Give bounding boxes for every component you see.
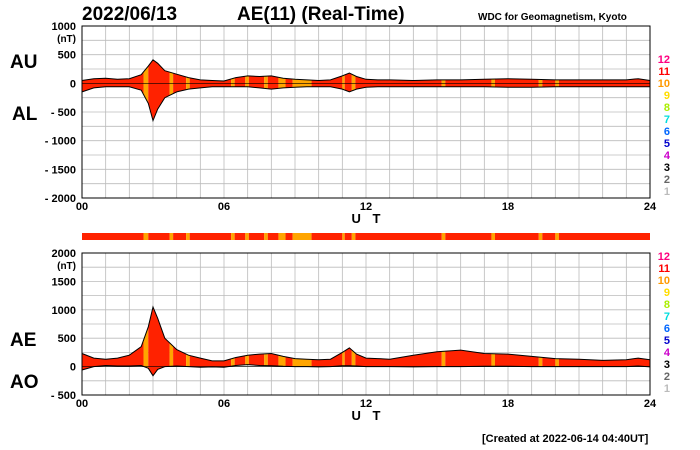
- ae-ao-activity-fill: [143, 307, 149, 376]
- legend-level-10: 10: [657, 78, 670, 90]
- activity-status-segment: [285, 233, 293, 240]
- activity-status-segment: [234, 233, 246, 240]
- ae-ao-ytick-label: 2000: [52, 248, 76, 260]
- ae-ao-ytick-label: 1000: [52, 305, 76, 317]
- activity-status-segment: [248, 233, 265, 240]
- legend-level-3: 3: [663, 359, 670, 371]
- activity-status-segment: [278, 233, 286, 240]
- activity-status-segment: [441, 233, 446, 240]
- legend-level-2: 2: [663, 371, 670, 383]
- legend-level-3: 3: [663, 162, 670, 174]
- legend-level-9: 9: [663, 287, 670, 299]
- series-line-al: [81, 86, 650, 123]
- au-al-ytick-label: 1000: [52, 21, 76, 33]
- legend-level-7: 7: [663, 114, 670, 126]
- series-line-au: [81, 59, 651, 82]
- data-source: WDC for Geomagnetism, Kyoto: [478, 12, 627, 23]
- legend-level-12: 12: [657, 251, 670, 263]
- activity-status-segment: [344, 233, 352, 240]
- ae-ao-xaxis-label: U T: [352, 408, 385, 423]
- ae-ao-ytick-label: - 500: [51, 390, 76, 402]
- ae-label: AE: [10, 330, 37, 351]
- au-al-ytick-label: - 2000: [45, 193, 76, 205]
- activity-status-segment: [445, 233, 492, 240]
- legend-level-1: 1: [663, 383, 670, 395]
- activity-status-segment: [538, 233, 543, 240]
- ae-ao-unit-label: (nT): [57, 261, 76, 272]
- au-al-ytick-label: - 1500: [45, 164, 76, 176]
- ae-ao-ytick-label: 1500: [52, 276, 76, 288]
- au-label: AU: [10, 52, 38, 73]
- ao-label: AO: [10, 372, 39, 393]
- activity-status-segment: [355, 233, 442, 240]
- ae-ao-xtick-label: 12: [360, 398, 372, 410]
- activity-status-segment: [292, 233, 312, 240]
- au-al-xtick-label: 18: [502, 201, 514, 213]
- au-al-unit-label: (nT): [57, 34, 76, 45]
- activity-status-segment: [351, 233, 356, 240]
- au-al-activity-fill: [344, 59, 352, 121]
- activity-status-segment: [148, 233, 170, 240]
- activity-status-segment: [245, 233, 249, 240]
- activity-status-segment: [558, 233, 650, 240]
- activity-status-segment: [491, 233, 495, 240]
- au-al-ytick-label: 500: [58, 50, 76, 62]
- chart-title: AE(11) (Real-Time): [237, 4, 405, 25]
- activity-status-segment: [231, 233, 235, 240]
- activity-status-segment: [186, 233, 190, 240]
- legend-level-6: 6: [663, 323, 670, 335]
- au-al-activity-fill: [169, 59, 174, 121]
- legend-level-4: 4: [663, 150, 670, 162]
- legend-level-5: 5: [663, 138, 670, 150]
- ae-ao-ytick-label: 500: [58, 333, 76, 345]
- au-al-xtick-label: 06: [218, 201, 230, 213]
- au-al-xtick-label: 00: [76, 201, 88, 213]
- ae-ao-xtick-label: 06: [218, 398, 230, 410]
- au-al-xtick-label: 24: [644, 201, 657, 213]
- activity-status-segment: [494, 233, 539, 240]
- legend-level-7: 7: [663, 311, 670, 323]
- ae-ao-xtick-label: 00: [76, 398, 88, 410]
- activity-status-segment: [342, 233, 345, 240]
- activity-status-segment: [264, 233, 268, 240]
- au-al-xaxis-label: U T: [352, 211, 385, 226]
- ae-ao-xtick-label: 18: [502, 398, 514, 410]
- au-al-xtick-label: 12: [360, 201, 372, 213]
- ae-ao-xtick-label: 24: [644, 398, 657, 410]
- legend-level-12: 12: [657, 54, 670, 66]
- au-al-ytick-label: 0: [70, 78, 76, 90]
- activity-status-segment: [169, 233, 174, 240]
- au-al-activity-fill: [143, 59, 149, 121]
- legend-level-8: 8: [663, 299, 670, 311]
- ae-ao-plot-frame: [81, 252, 651, 396]
- legend-level-2: 2: [663, 174, 670, 186]
- au-al-ytick-label: - 1000: [45, 136, 76, 148]
- activity-status-segment: [267, 233, 279, 240]
- legend-level-1: 1: [663, 186, 670, 198]
- legend-level-10: 10: [657, 275, 670, 287]
- activity-status-segment: [311, 233, 343, 240]
- created-timestamp: [Created at 2022-06-14 04:40UT]: [482, 433, 649, 445]
- legend-level-6: 6: [663, 126, 670, 138]
- activity-status-segment: [82, 233, 144, 240]
- al-label: AL: [12, 104, 38, 125]
- au-al-ytick-label: - 500: [51, 107, 76, 119]
- legend-level-8: 8: [663, 102, 670, 114]
- legend-level-5: 5: [663, 335, 670, 347]
- legend-level-11: 11: [658, 66, 670, 78]
- activity-status-segment: [143, 233, 149, 240]
- activity-status-segment: [189, 233, 232, 240]
- legend-level-11: 11: [658, 263, 670, 275]
- activity-status-segment: [555, 233, 559, 240]
- legend-level-9: 9: [663, 90, 670, 102]
- activity-status-segment: [542, 233, 556, 240]
- au-al-plot-frame: [81, 25, 651, 199]
- series-line-ae: [81, 305, 651, 362]
- ae-ao-ytick-label: 0: [70, 362, 76, 374]
- legend-level-4: 4: [663, 347, 670, 359]
- chart-date: 2022/06/13: [82, 4, 178, 25]
- activity-status-segment: [173, 233, 187, 240]
